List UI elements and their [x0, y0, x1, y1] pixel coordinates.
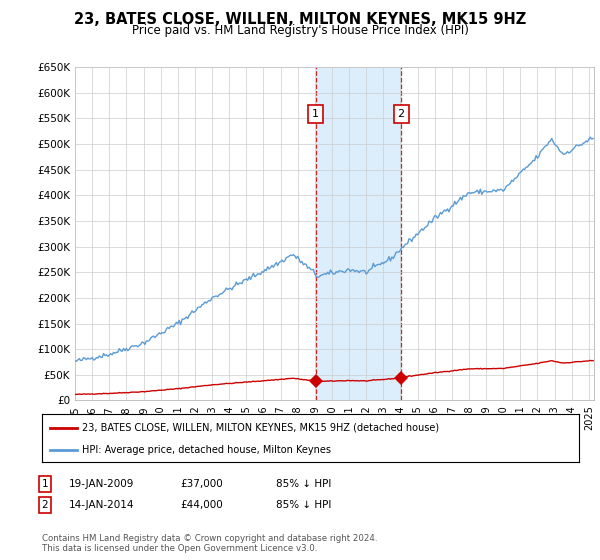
Text: 14-JAN-2014: 14-JAN-2014	[69, 500, 134, 510]
Text: £44,000: £44,000	[180, 500, 223, 510]
Text: 2: 2	[398, 109, 404, 119]
Text: HPI: Average price, detached house, Milton Keynes: HPI: Average price, detached house, Milt…	[82, 445, 331, 455]
Text: 85% ↓ HPI: 85% ↓ HPI	[276, 479, 331, 489]
Text: 2: 2	[41, 500, 49, 510]
Text: 23, BATES CLOSE, WILLEN, MILTON KEYNES, MK15 9HZ: 23, BATES CLOSE, WILLEN, MILTON KEYNES, …	[74, 12, 526, 27]
Text: £37,000: £37,000	[180, 479, 223, 489]
Text: 19-JAN-2009: 19-JAN-2009	[69, 479, 134, 489]
Text: 85% ↓ HPI: 85% ↓ HPI	[276, 500, 331, 510]
Text: 23, BATES CLOSE, WILLEN, MILTON KEYNES, MK15 9HZ (detached house): 23, BATES CLOSE, WILLEN, MILTON KEYNES, …	[82, 423, 439, 433]
Text: 1: 1	[312, 109, 319, 119]
Text: 1: 1	[41, 479, 49, 489]
Text: Contains HM Land Registry data © Crown copyright and database right 2024.
This d: Contains HM Land Registry data © Crown c…	[42, 534, 377, 553]
Text: Price paid vs. HM Land Registry's House Price Index (HPI): Price paid vs. HM Land Registry's House …	[131, 24, 469, 37]
Bar	[316, 67, 401, 400]
